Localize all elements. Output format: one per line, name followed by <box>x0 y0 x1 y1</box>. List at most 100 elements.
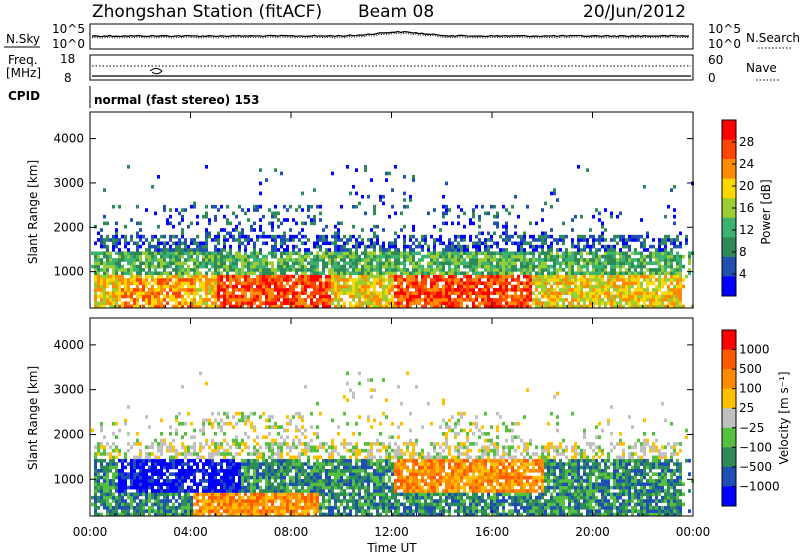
heatmap-cell <box>355 168 358 172</box>
heatmap-cell <box>421 281 424 285</box>
heatmap-cell <box>118 459 121 463</box>
heatmap-cell <box>265 466 268 470</box>
heatmap-cell <box>208 258 211 262</box>
heatmap-cell <box>679 255 682 259</box>
heatmap-cell <box>496 212 499 216</box>
heatmap-cell <box>409 271 412 275</box>
heatmap-cell <box>598 291 601 295</box>
heatmap-cell <box>139 265 142 269</box>
heatmap-cell <box>262 285 265 289</box>
heatmap-cell <box>145 238 148 242</box>
heatmap-cell <box>130 472 133 476</box>
heatmap-cell <box>295 298 298 302</box>
heatmap-cell <box>619 251 622 255</box>
heatmap-cell <box>106 291 109 295</box>
heatmap-cell <box>109 255 112 259</box>
heatmap-cell <box>265 492 268 496</box>
heatmap-cell <box>538 255 541 259</box>
heatmap-cell <box>319 275 322 279</box>
heatmap-cell <box>169 238 172 242</box>
heatmap-cell <box>679 265 682 269</box>
heatmap-cell <box>157 506 160 510</box>
heatmap-cell <box>142 492 145 496</box>
heatmap-cell <box>661 278 664 282</box>
heatmap-cell <box>151 503 154 507</box>
heatmap-cell <box>325 298 328 302</box>
heatmap-cell <box>613 285 616 289</box>
heatmap-cell <box>325 291 328 295</box>
heatmap-cell <box>100 489 103 493</box>
heatmap-cell <box>592 295 595 299</box>
heatmap-cell <box>325 265 328 269</box>
heatmap-cell <box>271 248 274 252</box>
heatmap-cell <box>622 275 625 279</box>
heatmap-cell <box>205 165 208 169</box>
heatmap-cell <box>394 241 397 245</box>
heatmap-cell <box>253 503 256 507</box>
heatmap-cell <box>274 459 277 463</box>
heatmap-cell <box>316 268 319 272</box>
heatmap-cell <box>340 255 343 259</box>
heatmap-cell <box>328 298 331 302</box>
heatmap-cell <box>271 499 274 503</box>
heatmap-cell <box>277 432 280 436</box>
heatmap-cell <box>469 298 472 302</box>
heatmap-cell <box>595 265 598 269</box>
heatmap-cell <box>118 298 121 302</box>
heatmap-cell <box>253 251 256 255</box>
heatmap-cell <box>442 298 445 302</box>
heatmap-cell <box>139 466 142 470</box>
heatmap-cell <box>280 255 283 259</box>
heatmap-cell <box>601 285 604 289</box>
heatmap-cell <box>412 295 415 299</box>
heatmap-cell <box>256 459 259 463</box>
heatmap-cell <box>244 499 247 503</box>
heatmap-cell <box>229 472 232 476</box>
heatmap-cell <box>418 301 421 305</box>
heatmap-cell <box>178 301 181 305</box>
heatmap-cell <box>397 285 400 289</box>
heatmap-cell <box>205 232 208 236</box>
heatmap-cell <box>241 271 244 275</box>
heatmap-cell <box>112 261 115 265</box>
heatmap-cell <box>553 255 556 259</box>
heatmap-cell <box>244 489 247 493</box>
heatmap-cell <box>232 415 235 419</box>
heatmap-cell <box>427 245 430 249</box>
heatmap-cell <box>136 459 139 463</box>
heatmap-cell <box>355 271 358 275</box>
heatmap-cell <box>175 419 178 423</box>
heatmap-cell <box>217 261 220 265</box>
heatmap-cell <box>190 275 193 279</box>
heatmap-cell <box>130 218 133 222</box>
heatmap-cell <box>232 238 235 242</box>
heatmap-cell <box>622 235 625 239</box>
heatmap-cell <box>214 486 217 490</box>
heatmap-cell <box>484 301 487 305</box>
heatmap-cell <box>133 281 136 285</box>
heatmap-cell <box>190 222 193 226</box>
heatmap-cell <box>340 268 343 272</box>
heatmap-cell <box>520 235 523 239</box>
heatmap-cell <box>553 238 556 242</box>
heatmap-cell <box>94 492 97 496</box>
heatmap-cell <box>658 261 661 265</box>
heatmap-cell <box>160 281 163 285</box>
heatmap-cell <box>211 496 214 500</box>
heatmap-cell <box>472 301 475 305</box>
heatmap-cell <box>157 459 160 463</box>
heatmap-cell <box>115 499 118 503</box>
heatmap-cell <box>121 278 124 282</box>
heatmap-cell <box>466 275 469 279</box>
heatmap-cell <box>316 285 319 289</box>
heatmap-cell <box>130 462 133 466</box>
heatmap-cell <box>220 261 223 265</box>
heatmap-cell <box>166 445 169 449</box>
heatmap-cell <box>175 506 178 510</box>
heatmap-cell <box>412 261 415 265</box>
heatmap-cell <box>511 278 514 282</box>
heatmap-cell <box>154 278 157 282</box>
heatmap-cell <box>214 265 217 269</box>
heatmap-cell <box>154 459 157 463</box>
heatmap-cell <box>325 255 328 259</box>
